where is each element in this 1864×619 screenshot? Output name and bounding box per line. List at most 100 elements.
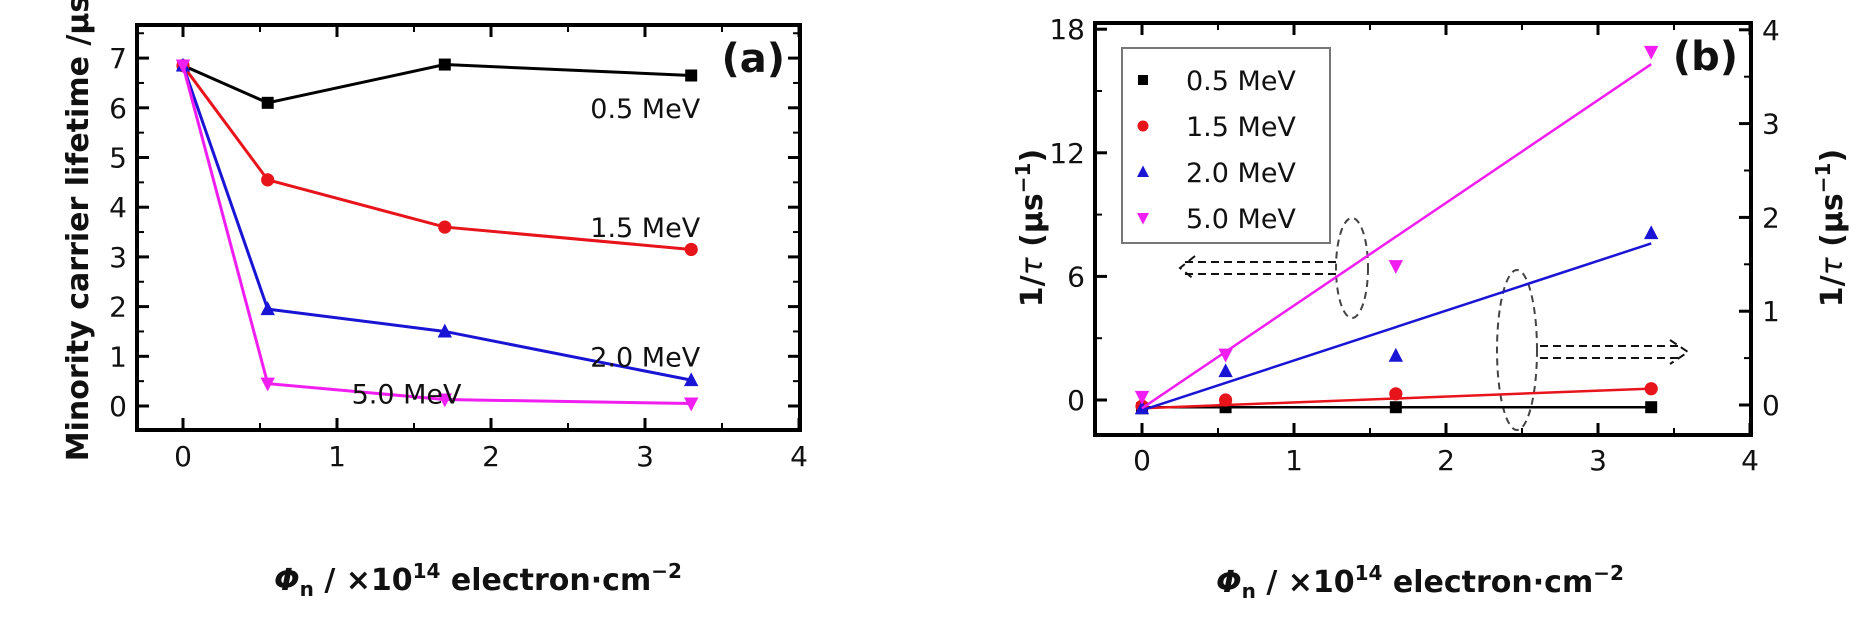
annotations-b: [1178, 217, 1690, 431]
y-tick-label-a: 2: [109, 291, 127, 324]
panel-label-a: (a): [721, 36, 785, 82]
annotation-ellipse-left: [1335, 217, 1369, 319]
y-tick-label-b: 18: [1049, 13, 1085, 46]
data-point: [1389, 387, 1403, 401]
x-tick-label-b: 4: [1741, 444, 1759, 477]
x-axis-title-b: Φn / ×1014 electron·cm−2: [1216, 561, 1624, 603]
legend-b: 0.5 MeV 1.5 MeV 2.0 MeV 5.0 MeV: [1121, 47, 1331, 244]
y-tick-label-a: 3: [109, 241, 127, 274]
legend-marker: [1137, 213, 1149, 225]
data-point: [685, 69, 698, 82]
data-point: [684, 242, 698, 257]
data-point: [684, 397, 699, 412]
legend-entry: 0.5 MeV: [1138, 66, 1296, 97]
legend-entry: 2.0 MeV: [1137, 158, 1296, 189]
series-b-5-0-MeV: [1134, 45, 1659, 410]
legend-label: 0.5 MeV: [1186, 66, 1296, 97]
x-tick-label-b: 2: [1437, 444, 1455, 477]
x-tick-label-a: 1: [328, 440, 346, 473]
legend-entry: 1.5 MeV: [1137, 112, 1296, 143]
data-point: [261, 173, 275, 187]
legend-label: 1.5 MeV: [1186, 112, 1296, 143]
data-point: [1219, 393, 1233, 407]
plot-frame-b: [1093, 21, 1753, 437]
plot-frame-a: [135, 23, 802, 432]
series-label-a: 1.5 MeV: [590, 213, 700, 244]
x-tick-label-a: 2: [482, 440, 500, 473]
y-tick-label-a: 1: [109, 340, 127, 373]
annotation-ellipse-right: [1496, 269, 1538, 431]
y-tick-label-a: 6: [109, 92, 127, 125]
series-b-1-5-MeV: [1135, 382, 1658, 413]
data-point: [1388, 260, 1404, 274]
x-tick-label-a: 4: [790, 440, 808, 473]
x-tick-label-b: 0: [1133, 444, 1151, 477]
data-point: [260, 377, 275, 392]
legend-label: 5.0 MeV: [1186, 204, 1296, 235]
data-point: [437, 393, 452, 408]
y2-tick-label-b: 1: [1762, 295, 1780, 328]
annotation-arrow-left: [1178, 255, 1336, 281]
series-line: [181, 64, 692, 251]
series-b-2-0-MeV: [1134, 225, 1659, 415]
series-group-a: [175, 57, 699, 412]
data-point: [438, 220, 452, 234]
legend-label: 2.0 MeV: [1186, 158, 1296, 189]
series-group-b: [1134, 45, 1659, 415]
data-point: [1388, 347, 1404, 362]
y2-tick-label-b: 2: [1762, 201, 1780, 234]
data-point: [1389, 401, 1402, 414]
data-point: [261, 96, 274, 109]
series-b-0-5-MeV: [1136, 401, 1658, 415]
series-line: [181, 65, 692, 406]
data-point: [1645, 401, 1658, 414]
legend-marker: [1138, 75, 1148, 85]
y2-tick-label-b: 4: [1762, 14, 1780, 47]
data-point: [1644, 382, 1658, 396]
data-point: [1644, 225, 1659, 240]
axis-ticks-a: 0 1 2 3 4 0 1 2 3 4 5 6 7: [109, 25, 808, 473]
data-point: [684, 372, 699, 387]
series-line: [182, 63, 692, 105]
panel-label-b: (b): [1673, 34, 1738, 80]
data-point: [1644, 45, 1659, 60]
y-tick-label-a: 0: [109, 390, 127, 423]
data-point: [438, 58, 451, 71]
y-tick-label-b: 0: [1067, 384, 1085, 417]
series-label-a: 2.0 MeV: [590, 342, 700, 373]
y-tick-label-a: 4: [109, 191, 127, 224]
y-tick-label-b: 6: [1067, 260, 1085, 293]
data-point: [1218, 348, 1233, 363]
x-axis-title-a: Φn / ×1014 electron·cm−2: [274, 559, 682, 601]
chart-panel-a: 0 1 2 3 4 0 1 2 3 4 5 6 7 (a) 0.5 MeV 1.5 MeV 2.0 MeV 5…: [61, 0, 808, 601]
series-line: [181, 65, 692, 382]
y-axis-title-b-left: 1/τ (μs−1): [1011, 149, 1050, 307]
x-tick-label-a: 3: [636, 440, 654, 473]
y-tick-label-a: 5: [109, 142, 127, 175]
data-point: [1218, 363, 1233, 378]
legend-marker: [1137, 165, 1149, 177]
x-tick-label-b: 1: [1285, 444, 1303, 477]
series-label-a: 5.0 MeV: [352, 380, 462, 411]
legend-entry: 5.0 MeV: [1137, 204, 1296, 235]
y-axis-title-b-right: 1/τ (μs−1): [1811, 149, 1850, 307]
fit-line: [1141, 242, 1652, 412]
x-tick-label-b: 3: [1589, 444, 1607, 477]
series-label-a: 0.5 MeV: [590, 94, 700, 125]
legend-marker: [1137, 120, 1149, 132]
data-point: [1134, 390, 1150, 405]
y2-tick-label-b: 0: [1762, 389, 1780, 422]
data-point: [437, 323, 452, 338]
data-point: [175, 59, 191, 74]
data-point: [260, 301, 275, 316]
y2-tick-label-b: 3: [1762, 108, 1780, 141]
y-tick-label-a: 7: [109, 42, 127, 75]
series-a-5-0-MeV: [175, 59, 699, 412]
y-tick-label-b: 12: [1049, 137, 1085, 170]
y-axis-title-a: Minority carrier lifetime /μs: [61, 0, 96, 461]
legend-box: [1121, 47, 1331, 244]
annotation-arrow-right: [1540, 339, 1690, 365]
